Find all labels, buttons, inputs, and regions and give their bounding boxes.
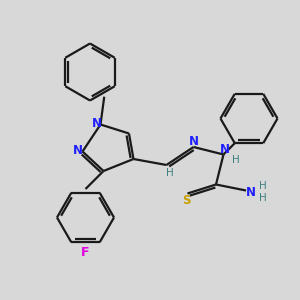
Text: N: N: [73, 143, 83, 157]
Text: N: N: [92, 116, 102, 130]
Text: N: N: [220, 142, 230, 156]
Text: H: H: [259, 181, 266, 191]
Text: S: S: [182, 194, 190, 207]
Text: H: H: [166, 168, 173, 178]
Text: N: N: [245, 185, 256, 199]
Text: H: H: [259, 193, 266, 203]
Text: F: F: [81, 246, 90, 259]
Text: H: H: [232, 155, 240, 165]
Text: N: N: [188, 135, 199, 148]
